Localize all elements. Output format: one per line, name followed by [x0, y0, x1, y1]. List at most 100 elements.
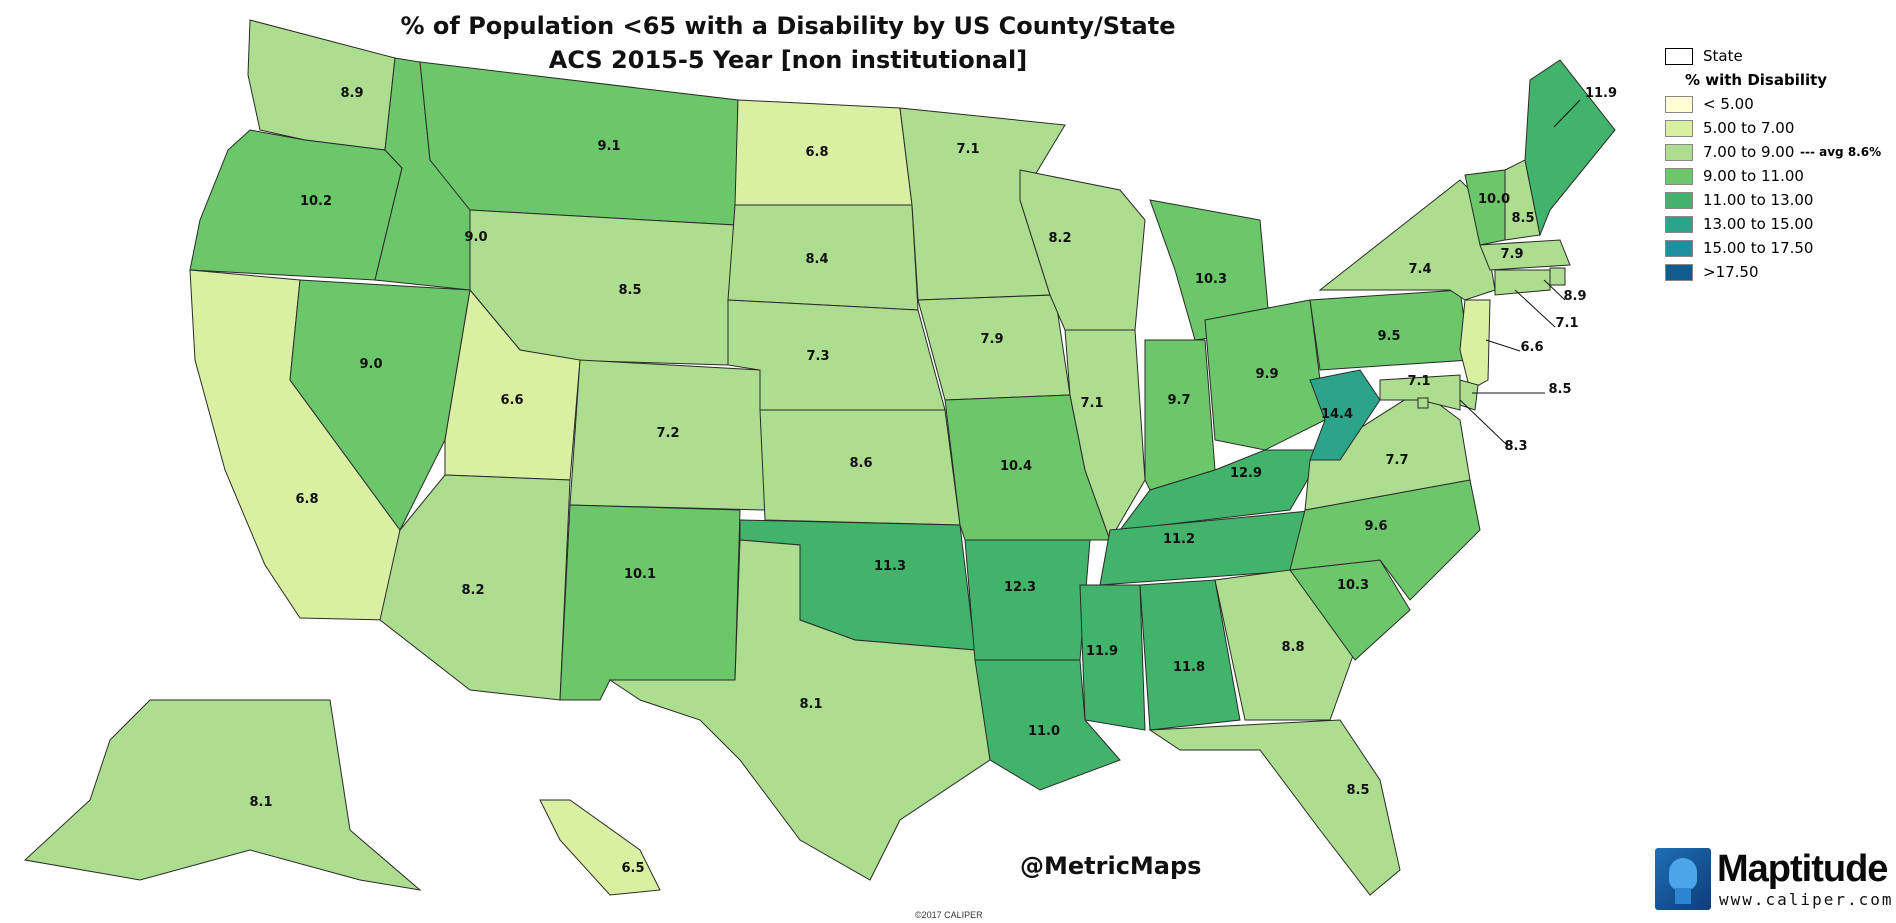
legend-swatch: [1665, 216, 1693, 233]
state-value-label: 9.7: [1167, 393, 1190, 408]
state-maine: [1524, 59, 1616, 237]
legend-item: 5.00 to 7.00: [1665, 116, 1827, 140]
state-value-label: 8.2: [461, 583, 484, 598]
copyright-text: ©2017 CALIPER: [915, 910, 983, 920]
state-florida: [1148, 719, 1401, 896]
legend-state-swatch: [1665, 48, 1693, 65]
state-value-label: 8.2: [1048, 231, 1071, 246]
state-value-label: 7.9: [1500, 247, 1523, 262]
state-value-label: 6.5: [621, 861, 644, 876]
state-alabama: [1139, 579, 1241, 731]
state-value-label: 8.1: [249, 795, 272, 810]
legend-state-row: State: [1665, 44, 1827, 68]
state-alaska: [23, 699, 422, 891]
state-value-label: 11.9: [1585, 86, 1617, 101]
state-value-label: 10.4: [1000, 459, 1032, 474]
state-new-jersey: [1459, 299, 1491, 391]
legend-state-label: State: [1703, 47, 1743, 65]
legend-item-label: 15.00 to 17.50: [1703, 239, 1814, 257]
state-value-label: 9.5: [1377, 329, 1400, 344]
state-value-label: 11.8: [1173, 660, 1205, 675]
state-nebraska: [727, 299, 946, 411]
state-value-label: 11.3: [874, 559, 906, 574]
state-hawaii: [539, 799, 661, 896]
state-indiana: [1144, 339, 1216, 491]
legend-item: < 5.00: [1665, 92, 1827, 116]
state-value-label: 7.1: [956, 142, 979, 157]
legend-item-label: 11.00 to 13.00: [1703, 191, 1814, 209]
state-virginia: [1304, 389, 1471, 511]
legend-swatch: [1665, 264, 1693, 281]
legend-header: % with Disability: [1685, 71, 1828, 89]
state-value-label: 7.4: [1408, 262, 1431, 277]
state-value-label: 11.0: [1028, 724, 1060, 739]
state-nevada: [289, 279, 471, 531]
legend-item-label: 9.00 to 11.00: [1703, 167, 1804, 185]
legend-item: 15.00 to 17.50: [1665, 236, 1827, 260]
state-value-label: 7.7: [1385, 453, 1408, 468]
legend-item-label: < 5.00: [1703, 95, 1754, 113]
state-connecticut: [1494, 269, 1551, 296]
state-district-of-columbia: [1417, 397, 1429, 409]
state-value-label: 6.6: [1520, 340, 1543, 355]
state-value-label: 9.0: [464, 230, 487, 245]
logo-url: www.caliper.com: [1719, 890, 1894, 909]
state-montana: [419, 61, 739, 226]
state-oregon: [189, 129, 403, 281]
legend-average-note: --- avg 8.6%: [1800, 145, 1882, 159]
state-value-label: 9.9: [1255, 367, 1278, 382]
label-leader-lines: [1459, 99, 1581, 447]
state-arkansas: [964, 539, 1091, 661]
state-value-label: 7.1: [1080, 396, 1103, 411]
state-value-label: 9.0: [359, 357, 382, 372]
state-iowa: [917, 294, 1071, 401]
legend-swatch: [1665, 120, 1693, 137]
state-value-label: 7.3: [806, 349, 829, 364]
state-value-label: 8.5: [1511, 211, 1534, 226]
legend-item-label: 7.00 to 9.00: [1703, 143, 1795, 161]
legend-swatch: [1665, 168, 1693, 185]
state-value-label: 9.1: [597, 139, 620, 154]
state-maryland: [1379, 374, 1461, 411]
state-value-label: 8.5: [618, 283, 641, 298]
author-handle: @MetricMaps: [1020, 852, 1202, 880]
legend-swatch: [1665, 144, 1693, 161]
state-value-label: 6.8: [805, 145, 828, 160]
state-value-label: 11.2: [1163, 532, 1195, 547]
state-value-label: 6.6: [500, 393, 523, 408]
legend-item: >17.50: [1665, 260, 1827, 284]
state-texas: [608, 539, 991, 881]
maptitude-logo-icon: [1655, 848, 1711, 910]
legend-item-label: 5.00 to 7.00: [1703, 119, 1795, 137]
maptitude-logo: Maptitude www.caliper.com: [1655, 848, 1892, 910]
state-value-label: 7.9: [980, 332, 1003, 347]
leader-line: [1485, 339, 1521, 352]
legend-swatch: [1665, 240, 1693, 257]
state-value-label: 8.9: [340, 86, 363, 101]
state-new-york: [1318, 179, 1496, 301]
state-value-label: 6.8: [295, 492, 318, 507]
state-value-label: 12.3: [1004, 580, 1036, 595]
legend-item: 13.00 to 15.00: [1665, 212, 1827, 236]
leader-line: [1514, 289, 1556, 328]
state-value-labels: 8.9 10.2 6.8 9.0 9.0 9.1 8.5 6.6 8.2 7.2 10.1 6.8 8.…: [249, 86, 1617, 876]
state-delaware: [1459, 379, 1479, 411]
state-value-label: 10.0: [1478, 192, 1510, 207]
state-value-label: 8.8: [1281, 640, 1304, 655]
state-value-label: 14.4: [1321, 407, 1353, 422]
legend-average-text: avg 8.6%: [1819, 145, 1882, 159]
state-value-label: 9.6: [1364, 519, 1387, 534]
state-value-label: 12.9: [1230, 466, 1262, 481]
state-shapes: [23, 19, 1616, 896]
legend-item: 7.00 to 9.00: [1665, 140, 1827, 164]
state-value-label: 11.9: [1086, 644, 1118, 659]
state-value-label: 8.6: [849, 456, 872, 471]
state-value-label: 8.5: [1548, 382, 1571, 397]
state-value-label: 8.1: [799, 697, 822, 712]
legend-item-label: 13.00 to 15.00: [1703, 215, 1814, 233]
legend-items: < 5.00 5.00 to 7.00 7.00 to 9.00 9.00 to 11…: [1665, 92, 1827, 284]
legend-item-label: >17.50: [1703, 263, 1759, 281]
state-value-label: 8.5: [1346, 783, 1369, 798]
state-west-virginia: [1309, 369, 1381, 461]
